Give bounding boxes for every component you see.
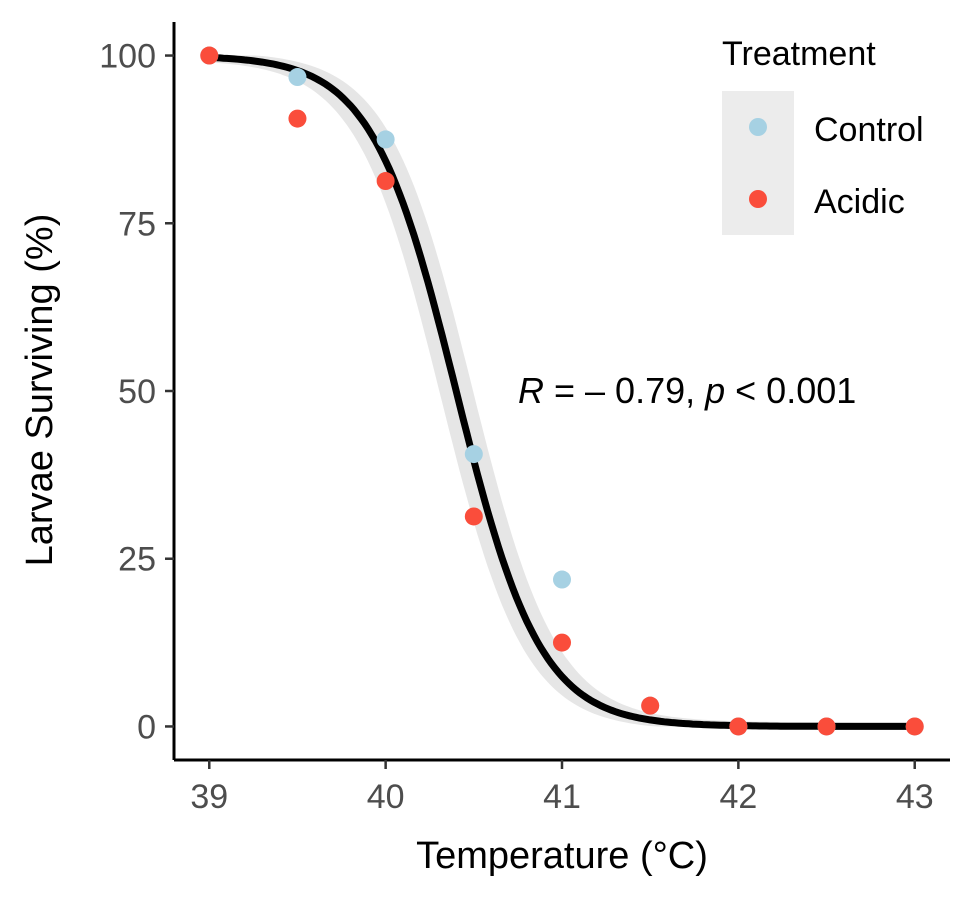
annotation-p-value: < 0.001: [725, 370, 856, 411]
point-control: [376, 130, 395, 149]
point-acidic: [729, 717, 748, 736]
legend: Treatment Control Acidic: [722, 35, 924, 235]
y-tick-label: 100: [99, 38, 156, 76]
legend-key-acidic: [749, 190, 767, 208]
y-axis-ticks: 0 25 50 75 100: [99, 38, 174, 746]
x-axis-title: Temperature (°C): [416, 835, 708, 877]
point-acidic: [200, 46, 219, 65]
y-tick-label: 0: [137, 708, 156, 746]
point-acidic: [464, 507, 483, 526]
x-tick-label: 40: [367, 778, 405, 816]
x-tick-label: 42: [719, 778, 757, 816]
point-control: [553, 570, 571, 589]
fit-curve: [205, 53, 919, 730]
correlation-annotation: R = – 0.79, p < 0.001: [518, 370, 856, 411]
x-tick-label: 43: [896, 778, 934, 816]
legend-label-acidic: Acidic: [814, 183, 905, 221]
x-axis-ticks: 39 40 41 42 43: [190, 760, 934, 816]
annotation-r-value: = – 0.79,: [544, 370, 705, 411]
point-acidic: [288, 109, 307, 128]
point-acidic: [553, 633, 571, 652]
y-tick-label: 25: [118, 541, 156, 579]
x-tick-label: 41: [543, 778, 581, 816]
point-acidic: [641, 696, 660, 715]
point-control: [288, 68, 307, 87]
y-axis-title: Larvae Surviving (%): [19, 214, 61, 567]
point-acidic: [376, 172, 395, 191]
point-acidic: [817, 717, 836, 736]
x-tick-label: 39: [190, 778, 228, 816]
fit-line: [205, 53, 919, 730]
y-tick-label: 75: [118, 205, 156, 243]
point-control: [464, 445, 483, 464]
legend-key-background: [722, 91, 794, 235]
point-acidic: [905, 717, 924, 736]
annotation-r-symbol: R: [518, 370, 544, 411]
data-points: [200, 46, 924, 736]
y-tick-label: 50: [118, 373, 156, 411]
legend-key-control: [749, 118, 767, 136]
annotation-p-symbol: p: [704, 370, 725, 411]
legend-title: Treatment: [722, 35, 876, 73]
legend-label-control: Control: [814, 111, 924, 149]
